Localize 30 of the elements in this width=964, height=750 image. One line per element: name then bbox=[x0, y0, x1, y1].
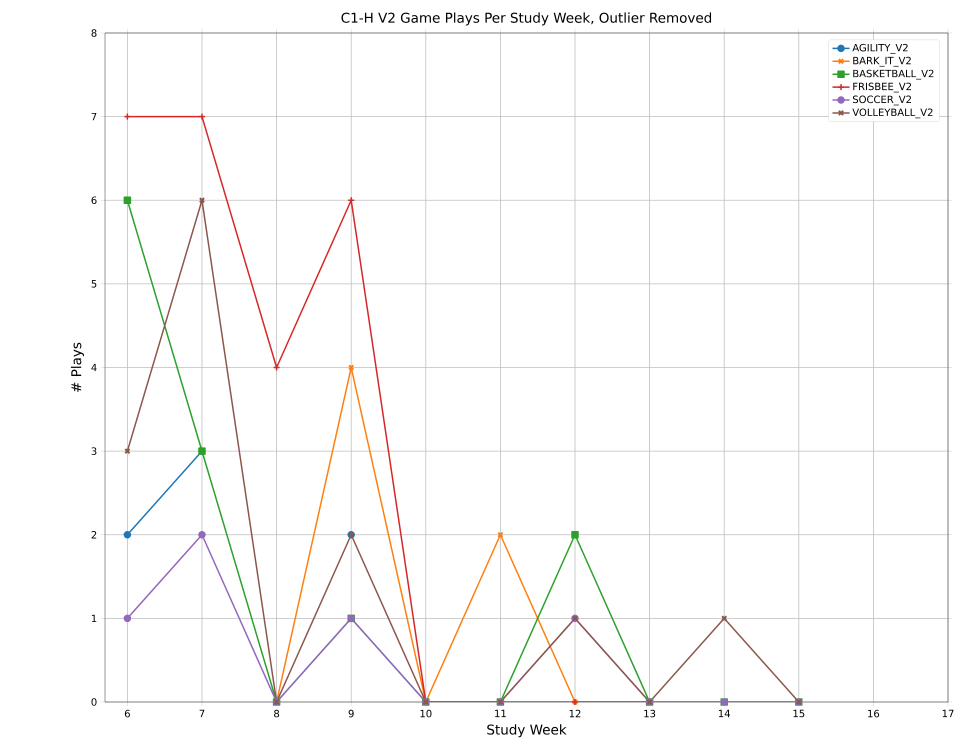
y-tick-label: 0 bbox=[92, 698, 97, 706]
y-tick-label: 6 bbox=[92, 196, 97, 204]
y-tick-label: 2 bbox=[92, 531, 96, 538]
x-tick-label: 14 bbox=[718, 710, 730, 718]
legend-label: FRISBEE_V2 bbox=[853, 82, 912, 92]
x-tick-label: 17 bbox=[942, 710, 954, 718]
y-tick-label: 1 bbox=[92, 614, 96, 622]
x-tick-label: 16 bbox=[868, 710, 880, 718]
x-tick-label: 9 bbox=[348, 710, 354, 718]
chart-title: C1-H V2 Game Plays Per Study Week, Outlier Removed bbox=[341, 12, 712, 26]
x-tick-label: 13 bbox=[644, 710, 656, 718]
x-tick-label: 10 bbox=[420, 710, 432, 718]
legend-label: VOLLEYBALL_V2 bbox=[852, 108, 932, 118]
legend-label: BASKETBALL_V2 bbox=[853, 70, 934, 80]
x-tick-label: 6 bbox=[124, 710, 130, 718]
y-tick-label: 7 bbox=[92, 112, 96, 120]
y-tick-label: 5 bbox=[92, 280, 96, 288]
x-tick-label: 7 bbox=[200, 710, 204, 718]
y-tick-label: 3 bbox=[92, 447, 96, 455]
x-axis-title: Study Week bbox=[487, 724, 567, 738]
x-tick-label: 12 bbox=[570, 710, 580, 718]
legend-label: AGILITY_V2 bbox=[852, 44, 908, 54]
legend-label: BARK_IT_V2 bbox=[853, 56, 911, 67]
x-tick-label: 8 bbox=[274, 710, 280, 718]
y-tick-label: 4 bbox=[91, 364, 97, 372]
legend-label: SOCCER_V2 bbox=[852, 96, 911, 106]
x-tick-label: 15 bbox=[794, 710, 804, 718]
y-axis-title: # Plays bbox=[70, 342, 84, 392]
y-tick-label: 8 bbox=[92, 29, 97, 37]
x-tick-label: 11 bbox=[495, 710, 506, 718]
